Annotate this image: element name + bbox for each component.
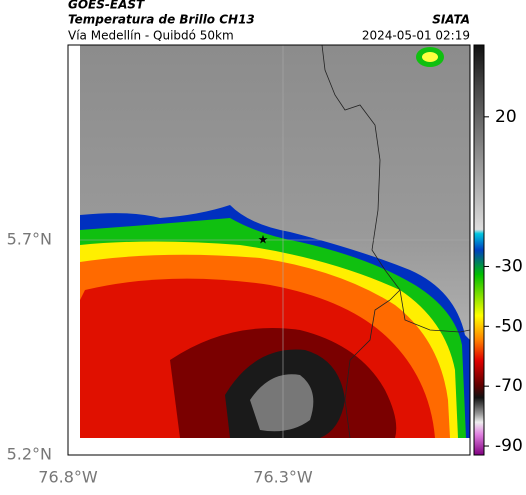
datetime: 2024-05-01 02:19	[362, 29, 470, 43]
colorbar-tick-label: -30	[495, 256, 523, 276]
colorbar-tick-label: -70	[495, 376, 523, 396]
subtitle: Vía Medellín - Quibdó 50km	[68, 29, 234, 43]
lon-label: 76.8°W	[38, 468, 98, 487]
graticule	[80, 45, 470, 438]
title: Temperatura de Brillo CH13	[68, 13, 255, 27]
lat-label: 5.2°N	[7, 445, 52, 464]
map-frame	[67, 44, 471, 456]
source: GOES-EAST	[68, 0, 145, 12]
lon-label: 76.3°W	[253, 468, 313, 487]
org: SIATA	[432, 13, 470, 27]
borders	[321, 44, 471, 439]
imagery	[80, 45, 470, 438]
colorbar-tick-label: 20	[495, 107, 517, 127]
city-marker: ★	[258, 233, 269, 247]
colorbar-tick-label: -90	[495, 436, 523, 456]
colorbar-tick-label: -50	[495, 316, 523, 336]
lat-label: 5.7°N	[7, 230, 52, 249]
colorbar	[473, 44, 485, 456]
